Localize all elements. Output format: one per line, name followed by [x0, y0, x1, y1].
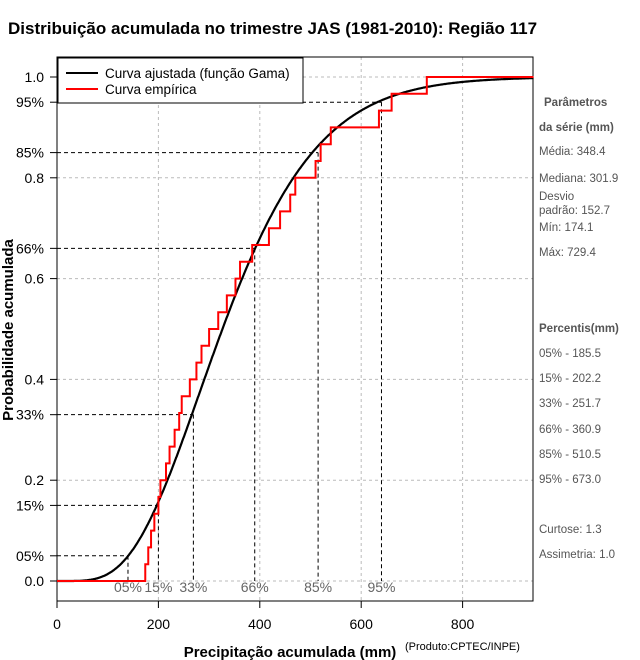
legend-label: Curva empírica [105, 82, 197, 97]
y-percentile-label: 15% [16, 497, 44, 513]
percentil-85: 85% - 510.5 [539, 449, 602, 461]
x-tick-label: 0 [53, 616, 61, 632]
y-percentile-label: 95% [16, 94, 44, 110]
y-tick-label: 1.0 [25, 69, 45, 85]
params-title: Parâmetros [544, 97, 608, 109]
x-percentile-label: 15% [144, 579, 172, 595]
y-percentile-label: 66% [16, 240, 44, 256]
y-axis-label: Probabilidade acumulada [0, 238, 17, 420]
y-tick-label: 0.6 [25, 271, 45, 287]
stat-mediana: Mediana: 301.9 [539, 173, 619, 185]
y-tick-label: 0.8 [25, 170, 45, 186]
x-tick-label: 800 [451, 616, 475, 632]
y-percentile-label: 05% [16, 548, 44, 564]
gamma-fit-curve [57, 76, 534, 583]
percentil-95: 95% - 673.0 [539, 474, 602, 486]
stat-curtose: Curtose: 1.3 [539, 524, 602, 536]
x-percentile-label: 33% [179, 579, 207, 595]
percentil-33: 33% - 251.7 [539, 398, 602, 410]
stat-media: Média: 348.4 [539, 146, 606, 158]
credit-label: (Produto:CPTEC/INPE) [405, 641, 520, 653]
legend-box [57, 57, 304, 104]
y-percentile-label: 85% [16, 145, 44, 161]
plot-frame [56, 56, 534, 602]
x-tick-label: 400 [248, 616, 272, 632]
stat-desvio-1: Desvio [539, 191, 575, 203]
x-tick-label: 600 [350, 616, 374, 632]
stat-max: Máx: 729.4 [539, 247, 596, 259]
x-percentile-label: 66% [241, 579, 269, 595]
x-percentile-label: 95% [367, 579, 395, 595]
y-percentile-label: 33% [16, 407, 44, 423]
x-percentile-label: 05% [114, 579, 142, 595]
stat-assimetria: Assimetria: 1.0 [539, 549, 616, 561]
stat-desvio-2: padrão: 152.7 [539, 205, 610, 217]
x-percentile-label: 85% [304, 579, 332, 595]
y-tick-label: 0.2 [25, 472, 45, 488]
percentis-title: Percentis(mm) [539, 323, 619, 335]
legend-label: Curva ajustada (função Gama) [105, 66, 290, 81]
stat-min: Mín: 174.1 [539, 222, 594, 234]
percentil-05: 05% - 185.5 [539, 348, 602, 360]
y-tick-label: 0.4 [25, 371, 45, 387]
chart-title: Distribuição acumulada no trimestre JAS … [8, 19, 538, 38]
empirical-curve [57, 76, 534, 582]
x-tick-label: 200 [147, 616, 171, 632]
x-axis-label: Precipitação acumulada (mm) [184, 644, 397, 660]
y-tick-label: 0.0 [25, 573, 45, 589]
percentil-15: 15% - 202.2 [539, 373, 602, 385]
params-title-2: da série (mm) [539, 122, 614, 134]
percentil-66: 66% - 360.9 [539, 424, 602, 436]
